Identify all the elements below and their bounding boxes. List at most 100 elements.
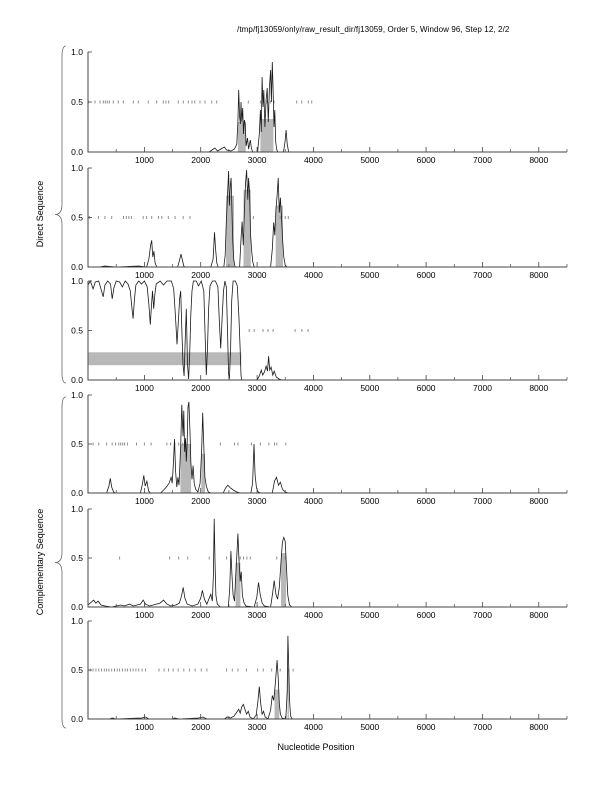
- codon-marker: [237, 442, 239, 446]
- x-tick-label: 1000: [135, 155, 154, 165]
- codon-marker: [245, 668, 247, 672]
- probability-curve: [87, 518, 567, 608]
- x-tick-label: 7000: [473, 383, 492, 393]
- x-tick-label: 3000: [248, 383, 267, 393]
- codon-marker: [167, 216, 169, 219]
- predicted-region: [180, 444, 192, 493]
- x-tick-label: 2000: [191, 383, 210, 393]
- y-tick-label: 0.0: [71, 375, 83, 385]
- codon-marker: [276, 442, 278, 446]
- codon-marker: [247, 100, 249, 104]
- codon-marker: [237, 668, 239, 672]
- codon-marker: [259, 100, 261, 104]
- codon-marker: [194, 100, 196, 104]
- codon-marker: [122, 100, 124, 104]
- x-tick-label: 1000: [135, 610, 154, 620]
- codon-marker: [117, 100, 119, 104]
- axes: [87, 168, 567, 268]
- predicted-region: [88, 352, 242, 366]
- y-tick-label: 1.0: [71, 390, 83, 400]
- codon-marker: [135, 668, 137, 672]
- codon-marker: [174, 216, 176, 219]
- x-tick-label: 8000: [529, 722, 548, 732]
- x-tick-label: 8000: [529, 155, 548, 165]
- predicted-region: [235, 562, 241, 607]
- x-tick-label: 4000: [304, 155, 323, 165]
- codon-marker: [168, 100, 170, 104]
- y-tick-label: 0.5: [71, 439, 83, 449]
- codon-marker: [108, 668, 110, 672]
- x-tick-label: 5000: [360, 610, 379, 620]
- codon-marker: [169, 556, 171, 560]
- x-tick-label: 4000: [304, 383, 323, 393]
- codon-marker: [257, 668, 259, 672]
- codon-marker: [231, 668, 233, 672]
- codon-marker: [106, 442, 108, 446]
- panel-direct-frame-1: 1.0 0.5 0.0 1000 2000 3000 4000 5000 6000 7000 800…: [71, 47, 568, 165]
- x-tick-label: 2000: [191, 610, 210, 620]
- codon-marker: [104, 100, 106, 104]
- codon-marker: [114, 668, 115, 672]
- codon-marker: [301, 100, 303, 104]
- codon-marker: [147, 100, 149, 104]
- plot-title: /tmp/fj13059/only/raw_result_dir/fj13059…: [237, 25, 510, 34]
- codon-marker: [250, 442, 252, 446]
- codon-marker: [267, 329, 269, 332]
- codon-marker: [92, 442, 94, 446]
- codon-marker: [253, 329, 255, 332]
- codon-marker: [132, 668, 134, 672]
- codon-marker: [165, 100, 167, 104]
- y-tick-label: 1.0: [71, 504, 83, 514]
- codon-marker: [284, 556, 286, 560]
- codon-marker: [284, 216, 286, 219]
- codon-marker: [178, 556, 180, 560]
- codon-marker: [276, 556, 278, 560]
- x-tick-label: 6000: [417, 155, 436, 165]
- codon-marker: [307, 329, 309, 332]
- codon-marker: [98, 442, 100, 446]
- x-tick-label: 5000: [360, 383, 379, 393]
- codon-marker: [166, 442, 168, 446]
- codon-marker: [189, 216, 191, 219]
- codon-marker: [151, 216, 153, 219]
- panel-direct-frame-2: 1.0 0.5 0.0 1000 2000 3000 4000 5000 6000 7000 800…: [71, 163, 568, 280]
- codon-marker: [208, 556, 210, 560]
- codon-marker: [301, 329, 303, 332]
- codon-marker: [106, 668, 108, 672]
- probability-curve: [87, 279, 567, 381]
- x-tick-label: 3000: [248, 496, 267, 506]
- x-tick-label: 1000: [135, 270, 154, 280]
- codon-marker: [246, 556, 248, 560]
- codon-marker: [188, 668, 190, 672]
- codon-marker: [172, 668, 174, 672]
- codon-marker: [102, 100, 104, 104]
- codon-marker: [162, 100, 164, 104]
- codon-marker: [170, 442, 172, 446]
- codon-marker: [129, 668, 131, 672]
- codon-marker: [101, 668, 102, 672]
- codon-marker: [115, 442, 117, 446]
- codon-marker: [226, 668, 228, 672]
- y-tick-label: 0.0: [71, 147, 83, 157]
- x-tick-label: 4000: [304, 610, 323, 620]
- predicted-region: [243, 189, 251, 267]
- codon-marker: [124, 668, 126, 672]
- codon-marker: [92, 668, 94, 672]
- codon-marker: [187, 100, 189, 104]
- x-tick-label: 3000: [248, 722, 267, 732]
- codon-marker: [125, 216, 127, 219]
- codon-marker: [143, 442, 145, 446]
- predicted-region: [226, 195, 234, 267]
- codon-marker: [121, 668, 123, 672]
- codon-marker: [163, 668, 165, 672]
- predicted-region: [275, 205, 283, 267]
- codon-marker: [273, 100, 275, 104]
- x-tick-label: 8000: [529, 496, 548, 506]
- x-tick-label: 8000: [529, 270, 548, 280]
- codon-marker: [98, 668, 100, 672]
- codon-marker: [211, 100, 213, 104]
- x-tick-label: 8000: [529, 383, 548, 393]
- predicted-region: [281, 553, 287, 607]
- codon-marker: [191, 100, 193, 104]
